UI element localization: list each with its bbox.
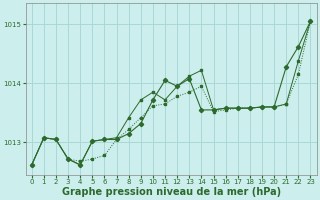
X-axis label: Graphe pression niveau de la mer (hPa): Graphe pression niveau de la mer (hPa) — [61, 187, 281, 197]
